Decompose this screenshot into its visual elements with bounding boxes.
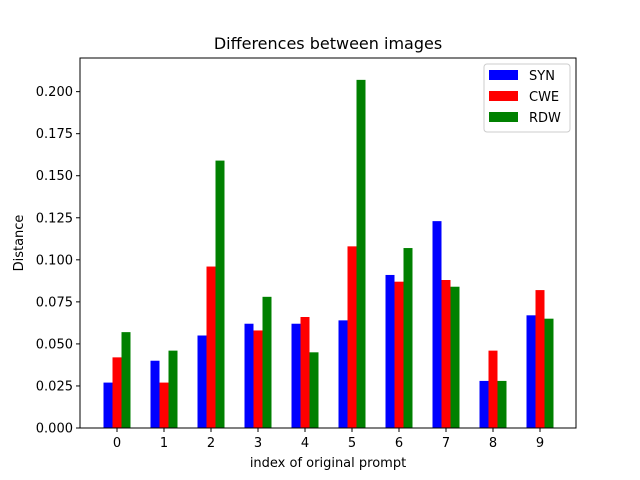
y-axis-ticks: 0.000 0.025 0.050 0.075 0.100 0.125 0.150 0.175… — [36, 85, 80, 437]
bar-syn-6 — [385, 274, 395, 428]
x-axis-label: index of original prompt — [250, 456, 406, 471]
bar-syn-5 — [338, 320, 348, 428]
bar-syn-1 — [150, 360, 160, 428]
legend: SYN CWE RDW — [483, 63, 571, 133]
legend-label-cwe: CWE — [529, 90, 559, 105]
bar-rdw-7 — [450, 286, 460, 428]
plot-frame — [79, 57, 577, 429]
bar-cwe-9 — [535, 290, 545, 428]
bar-rdw-5 — [356, 79, 366, 428]
bar-rdw-9 — [544, 318, 554, 428]
y-tick-label: 0.075 — [36, 295, 73, 310]
y-tick-label: 0.000 — [36, 422, 73, 437]
x-tick-label: 7 — [442, 436, 450, 451]
y-tick-label: 0.100 — [36, 253, 73, 268]
x-tick-label: 1 — [160, 436, 168, 451]
legend-swatch-rdw — [489, 112, 518, 122]
y-axis-label: Distance — [12, 215, 27, 272]
x-axis-ticks: 0 1 2 3 4 5 6 7 8 9 — [113, 428, 544, 451]
legend-label-syn: SYN — [529, 69, 555, 84]
legend-swatch-syn — [489, 70, 518, 80]
bar-cwe-8 — [488, 350, 498, 428]
y-tick-label: 0.025 — [36, 379, 73, 394]
bar-rdw-1 — [168, 350, 178, 428]
y-tick-label: 0.125 — [36, 211, 73, 226]
y-tick-label: 0.200 — [36, 85, 73, 100]
bar-cwe-3 — [253, 330, 263, 428]
legend-label-rdw: RDW — [529, 111, 561, 126]
bar-rdw-2 — [215, 160, 225, 428]
x-tick-label: 3 — [254, 436, 262, 451]
bars-group — [103, 79, 554, 428]
x-tick-label: 5 — [348, 436, 356, 451]
x-tick-label: 4 — [301, 436, 309, 451]
bar-rdw-8 — [497, 380, 507, 428]
bar-syn-0 — [103, 382, 113, 428]
y-tick-label: 0.050 — [36, 337, 73, 352]
bar-syn-3 — [244, 323, 254, 428]
bar-rdw-6 — [403, 248, 413, 428]
bar-syn-7 — [432, 221, 442, 428]
y-tick-label: 0.175 — [36, 127, 73, 142]
legend-swatch-cwe — [489, 91, 518, 101]
bar-rdw-0 — [121, 332, 131, 428]
bar-cwe-6 — [394, 281, 404, 428]
bar-rdw-3 — [262, 296, 272, 428]
bar-cwe-7 — [441, 280, 451, 428]
chart-title: Differences between images — [214, 34, 442, 53]
x-tick-label: 8 — [489, 436, 497, 451]
y-tick-label: 0.150 — [36, 169, 73, 184]
bar-cwe-2 — [206, 266, 216, 428]
x-tick-label: 9 — [536, 436, 544, 451]
bar-syn-4 — [291, 323, 301, 428]
bar-cwe-5 — [347, 246, 357, 428]
bar-rdw-4 — [309, 352, 319, 428]
x-tick-label: 2 — [207, 436, 215, 451]
bar-cwe-0 — [112, 357, 122, 428]
bar-syn-9 — [526, 315, 536, 428]
bar-syn-8 — [479, 380, 489, 428]
bar-syn-2 — [197, 335, 207, 428]
bar-cwe-4 — [300, 317, 310, 428]
bar-cwe-1 — [159, 382, 169, 428]
x-tick-label: 6 — [395, 436, 403, 451]
x-tick-label: 0 — [113, 436, 121, 451]
